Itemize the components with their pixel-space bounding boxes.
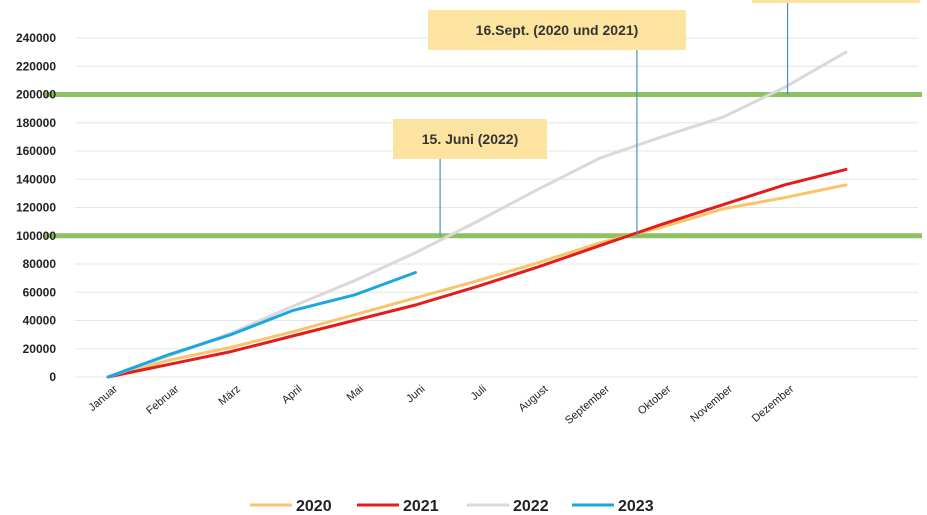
x-axis: Januar Februar März April Mai Juni Juli August S…: [86, 383, 796, 427]
legend-label: 2020: [296, 498, 332, 515]
y-tick-label: 160000: [16, 144, 56, 158]
y-tick-label: 220000: [16, 59, 56, 73]
x-tick-label: Oktober: [636, 383, 674, 418]
y-tick-label: 40000: [23, 314, 57, 328]
y-tick-label: 80000: [23, 257, 57, 271]
x-tick-label: November: [688, 383, 735, 425]
series-line-2020: [106, 183, 848, 379]
y-axis: 0 20000 40000 60000 80000 100000 120000 140000 1…: [16, 31, 56, 384]
series-line-2021: [106, 167, 848, 379]
y-tick-label: 180000: [16, 116, 56, 130]
y-tick-label: 100000: [16, 229, 56, 243]
x-tick-label: März: [216, 383, 242, 408]
reference-lines: [45, 92, 922, 239]
series-line-2023: [106, 271, 417, 379]
y-tick-label: 60000: [23, 285, 57, 299]
legend-label: 2023: [618, 498, 654, 515]
x-tick-label: Februar: [144, 383, 181, 417]
y-tick-label: 140000: [16, 172, 56, 186]
legend: 2020 2021 2022 2023: [250, 498, 654, 515]
gridlines: [75, 37, 918, 378]
x-tick-label: August: [516, 383, 550, 414]
x-tick-label: Dezember: [750, 383, 797, 425]
annotation-box: [393, 119, 547, 159]
series-line-2022: [106, 50, 848, 379]
annotation-box: [752, 0, 920, 3]
x-tick-label: Mai: [345, 383, 366, 404]
annotation-box: [428, 10, 686, 50]
x-tick-label: April: [280, 383, 305, 406]
annotation-label: 15. Juni (2022): [422, 131, 519, 147]
series-lines: [106, 50, 848, 379]
y-tick-label: 20000: [23, 342, 57, 356]
legend-label: 2022: [513, 498, 549, 515]
y-tick-label: 0: [49, 370, 56, 384]
legend-label: 2021: [403, 498, 439, 515]
annotation-label: 16.Sept. (2020 und 2021): [476, 22, 639, 38]
x-tick-label: September: [563, 383, 612, 427]
x-tick-label: Juli: [469, 383, 489, 403]
y-tick-label: 240000: [16, 31, 56, 45]
x-tick-label: Januar: [86, 383, 120, 414]
y-tick-label: 200000: [16, 88, 56, 102]
x-tick-label: Juni: [404, 383, 427, 405]
annotations: 15. Juni (2022) 16.Sept. (2020 und 2021): [393, 0, 920, 236]
y-tick-label: 120000: [16, 201, 56, 215]
